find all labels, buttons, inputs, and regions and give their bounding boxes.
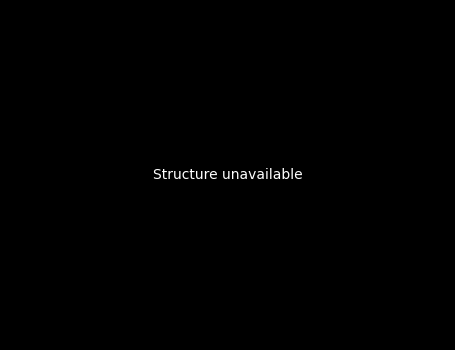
Text: Structure unavailable: Structure unavailable	[153, 168, 302, 182]
